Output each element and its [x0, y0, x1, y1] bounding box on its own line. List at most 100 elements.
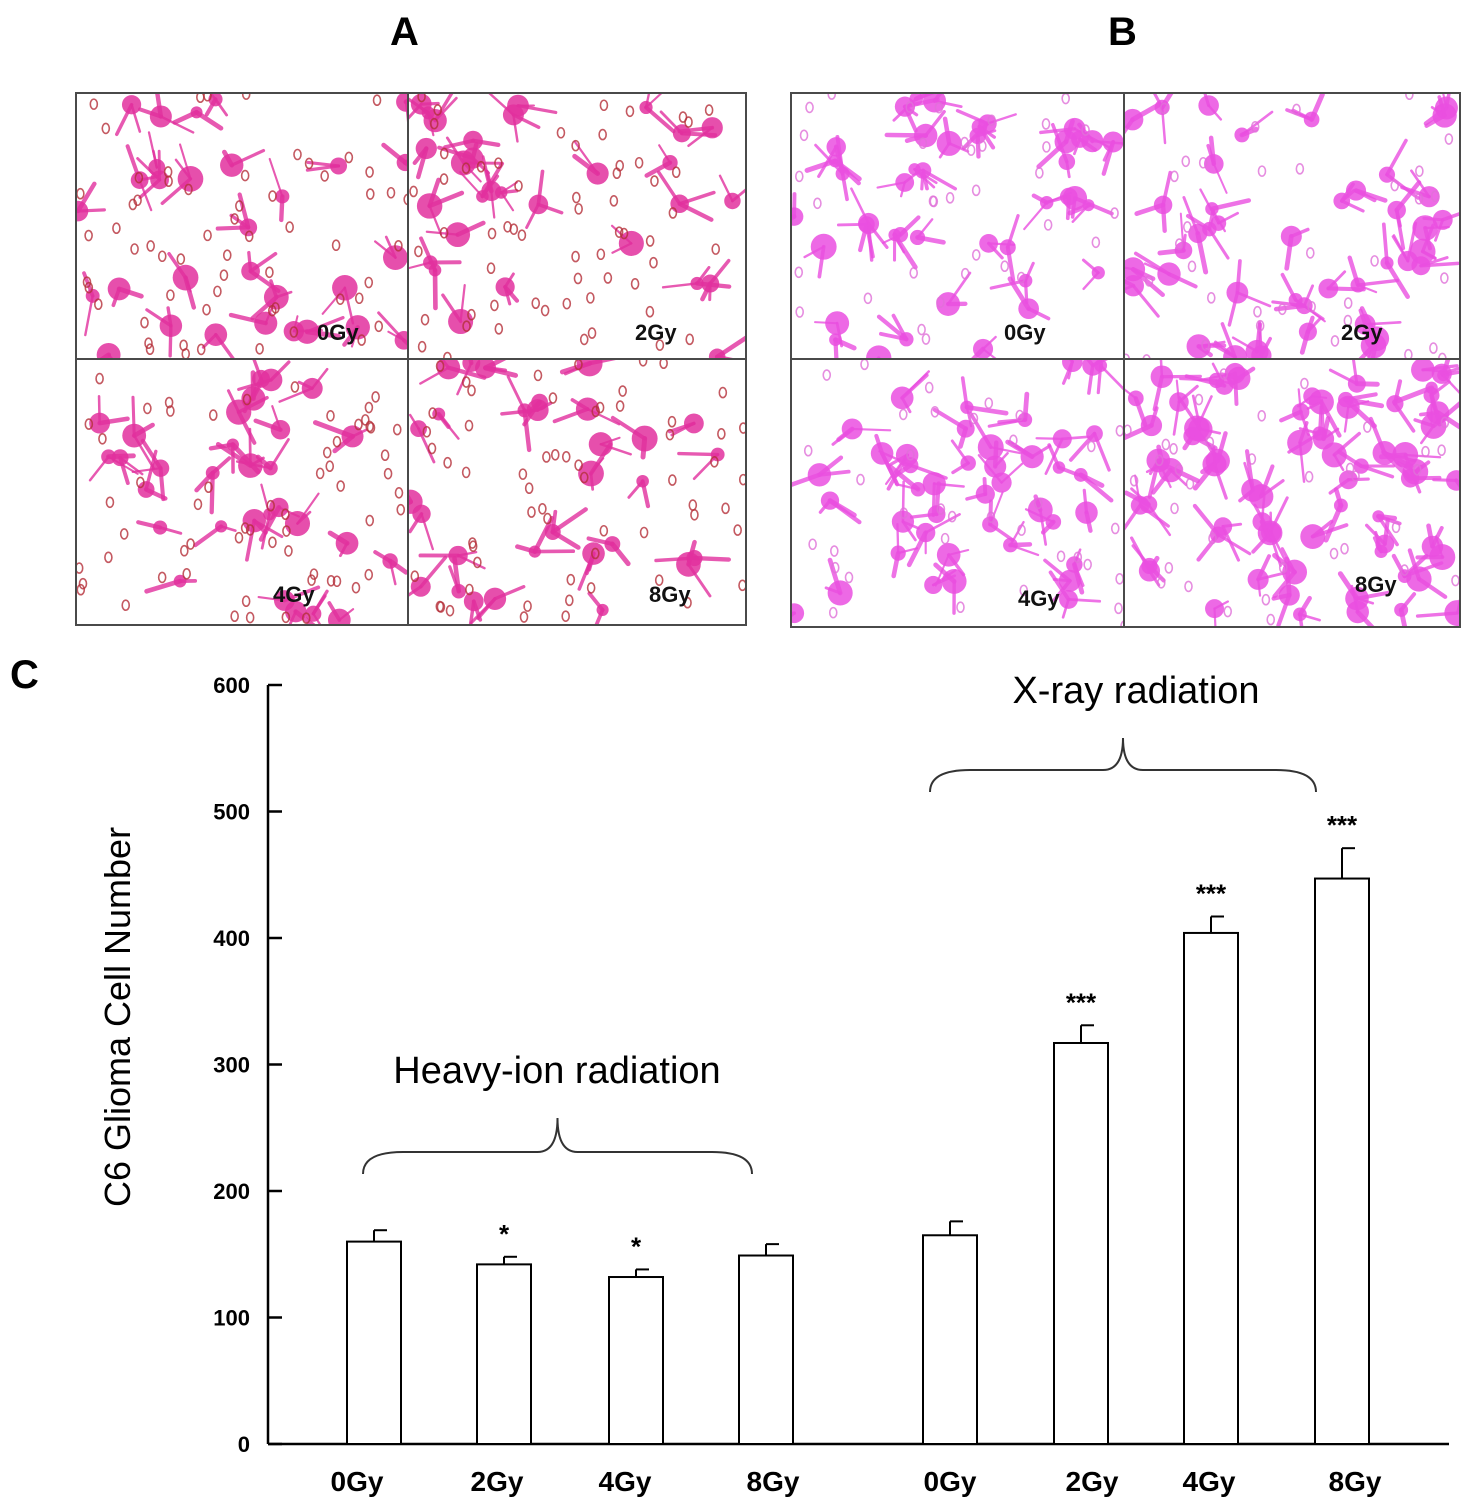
dose-label: 8Gy [649, 582, 691, 607]
cell-process [1393, 401, 1416, 433]
membrane-pore [235, 200, 244, 212]
membrane-pore [427, 442, 437, 455]
membrane-pore [78, 577, 88, 590]
cell-process [1221, 524, 1241, 562]
cell-process [304, 329, 341, 339]
cell-process [214, 97, 229, 117]
membrane-pore [1081, 124, 1090, 136]
cell-process [977, 124, 996, 150]
cell-process [401, 338, 409, 348]
cell-process [1196, 532, 1221, 562]
membrane-pore [542, 451, 551, 463]
membrane-pore [98, 433, 107, 445]
membrane-pore [1250, 121, 1260, 133]
cell-process [714, 335, 745, 360]
membrane-pore [685, 333, 695, 346]
cell-process [1276, 593, 1292, 626]
cell-process [1044, 437, 1064, 475]
membrane-pore [414, 245, 423, 258]
cell-process [536, 401, 553, 412]
membrane-pore [619, 227, 629, 240]
cell-process [892, 232, 918, 270]
cell-process [658, 144, 672, 164]
cell-process [536, 169, 545, 207]
membrane-pore [531, 297, 541, 310]
membrane-pore [960, 267, 970, 280]
cell-process [264, 294, 278, 325]
cell-process [1125, 117, 1135, 135]
bar [1053, 1041, 1109, 1445]
panel-a-micrograph-0gy: 0Gy [75, 92, 411, 362]
cell-process [1022, 391, 1030, 423]
cell-process [1131, 544, 1151, 568]
cell-process [913, 94, 931, 102]
membrane-pore [490, 299, 499, 312]
cell-process [992, 440, 999, 469]
cell-process [1423, 225, 1432, 251]
membrane-pore [240, 169, 250, 182]
cell-process [274, 290, 293, 299]
membrane-pore [1414, 192, 1424, 205]
cell-process [160, 177, 193, 206]
cell-process [1343, 406, 1350, 433]
cell-process [1169, 468, 1188, 487]
membrane-pore [365, 420, 374, 433]
cell-process [1038, 508, 1048, 546]
membrane-pore [332, 435, 342, 448]
significance-marker: *** [1066, 987, 1097, 1017]
membrane-pore [1292, 103, 1301, 116]
membrane-pore [1351, 470, 1360, 482]
membrane-pore [128, 198, 138, 211]
cell-process [1233, 371, 1239, 406]
membrane-pore [146, 240, 155, 252]
cell-process [1227, 290, 1240, 327]
cell-process [550, 529, 581, 550]
cell-process [248, 251, 278, 273]
membrane-pore [77, 187, 85, 200]
membrane-pore [204, 481, 213, 493]
membrane-pore [265, 266, 274, 279]
panel-a-micrograph-2gy: 2Gy [407, 92, 747, 362]
membrane-pore [795, 306, 804, 318]
membrane-pore [433, 104, 442, 116]
cell-process [327, 530, 350, 546]
cell-process [268, 157, 284, 198]
membrane-pore [1154, 454, 1164, 467]
cell-process [321, 286, 346, 315]
cell-process [503, 284, 520, 303]
membrane-pore [618, 385, 627, 397]
cell-process [835, 321, 844, 348]
cell-process [888, 464, 921, 492]
membrane-pore [439, 147, 449, 160]
cell-process [874, 433, 885, 456]
cell-process [512, 113, 519, 143]
membrane-pore [361, 414, 370, 426]
cell-process [145, 308, 173, 328]
cell-process [981, 335, 997, 351]
membrane-pore [417, 94, 426, 103]
membrane-pore [121, 599, 131, 612]
membrane-pore [371, 391, 380, 403]
membrane-pore [1329, 547, 1339, 560]
cell-process [818, 498, 832, 514]
membrane-pore [690, 508, 699, 521]
cell-process [599, 442, 632, 456]
cell-process [312, 420, 355, 439]
cell-process [932, 94, 943, 103]
cell-process [1008, 440, 1035, 459]
cell-process [692, 453, 720, 481]
cell-process [230, 148, 266, 167]
dose-label: 4Gy [273, 582, 315, 607]
membrane-pore [966, 144, 976, 156]
membrane-pore [540, 304, 550, 317]
membrane-pore [372, 94, 382, 107]
membrane-pore [1056, 550, 1066, 563]
cell-process [1235, 259, 1242, 295]
membrane-pore [1440, 272, 1449, 284]
membrane-pore [245, 524, 255, 536]
cell-process [1337, 571, 1360, 602]
cell-process [511, 113, 541, 130]
micrograph-texture [792, 360, 1125, 626]
cell-process [1279, 409, 1303, 423]
membrane-pore [1174, 238, 1184, 250]
